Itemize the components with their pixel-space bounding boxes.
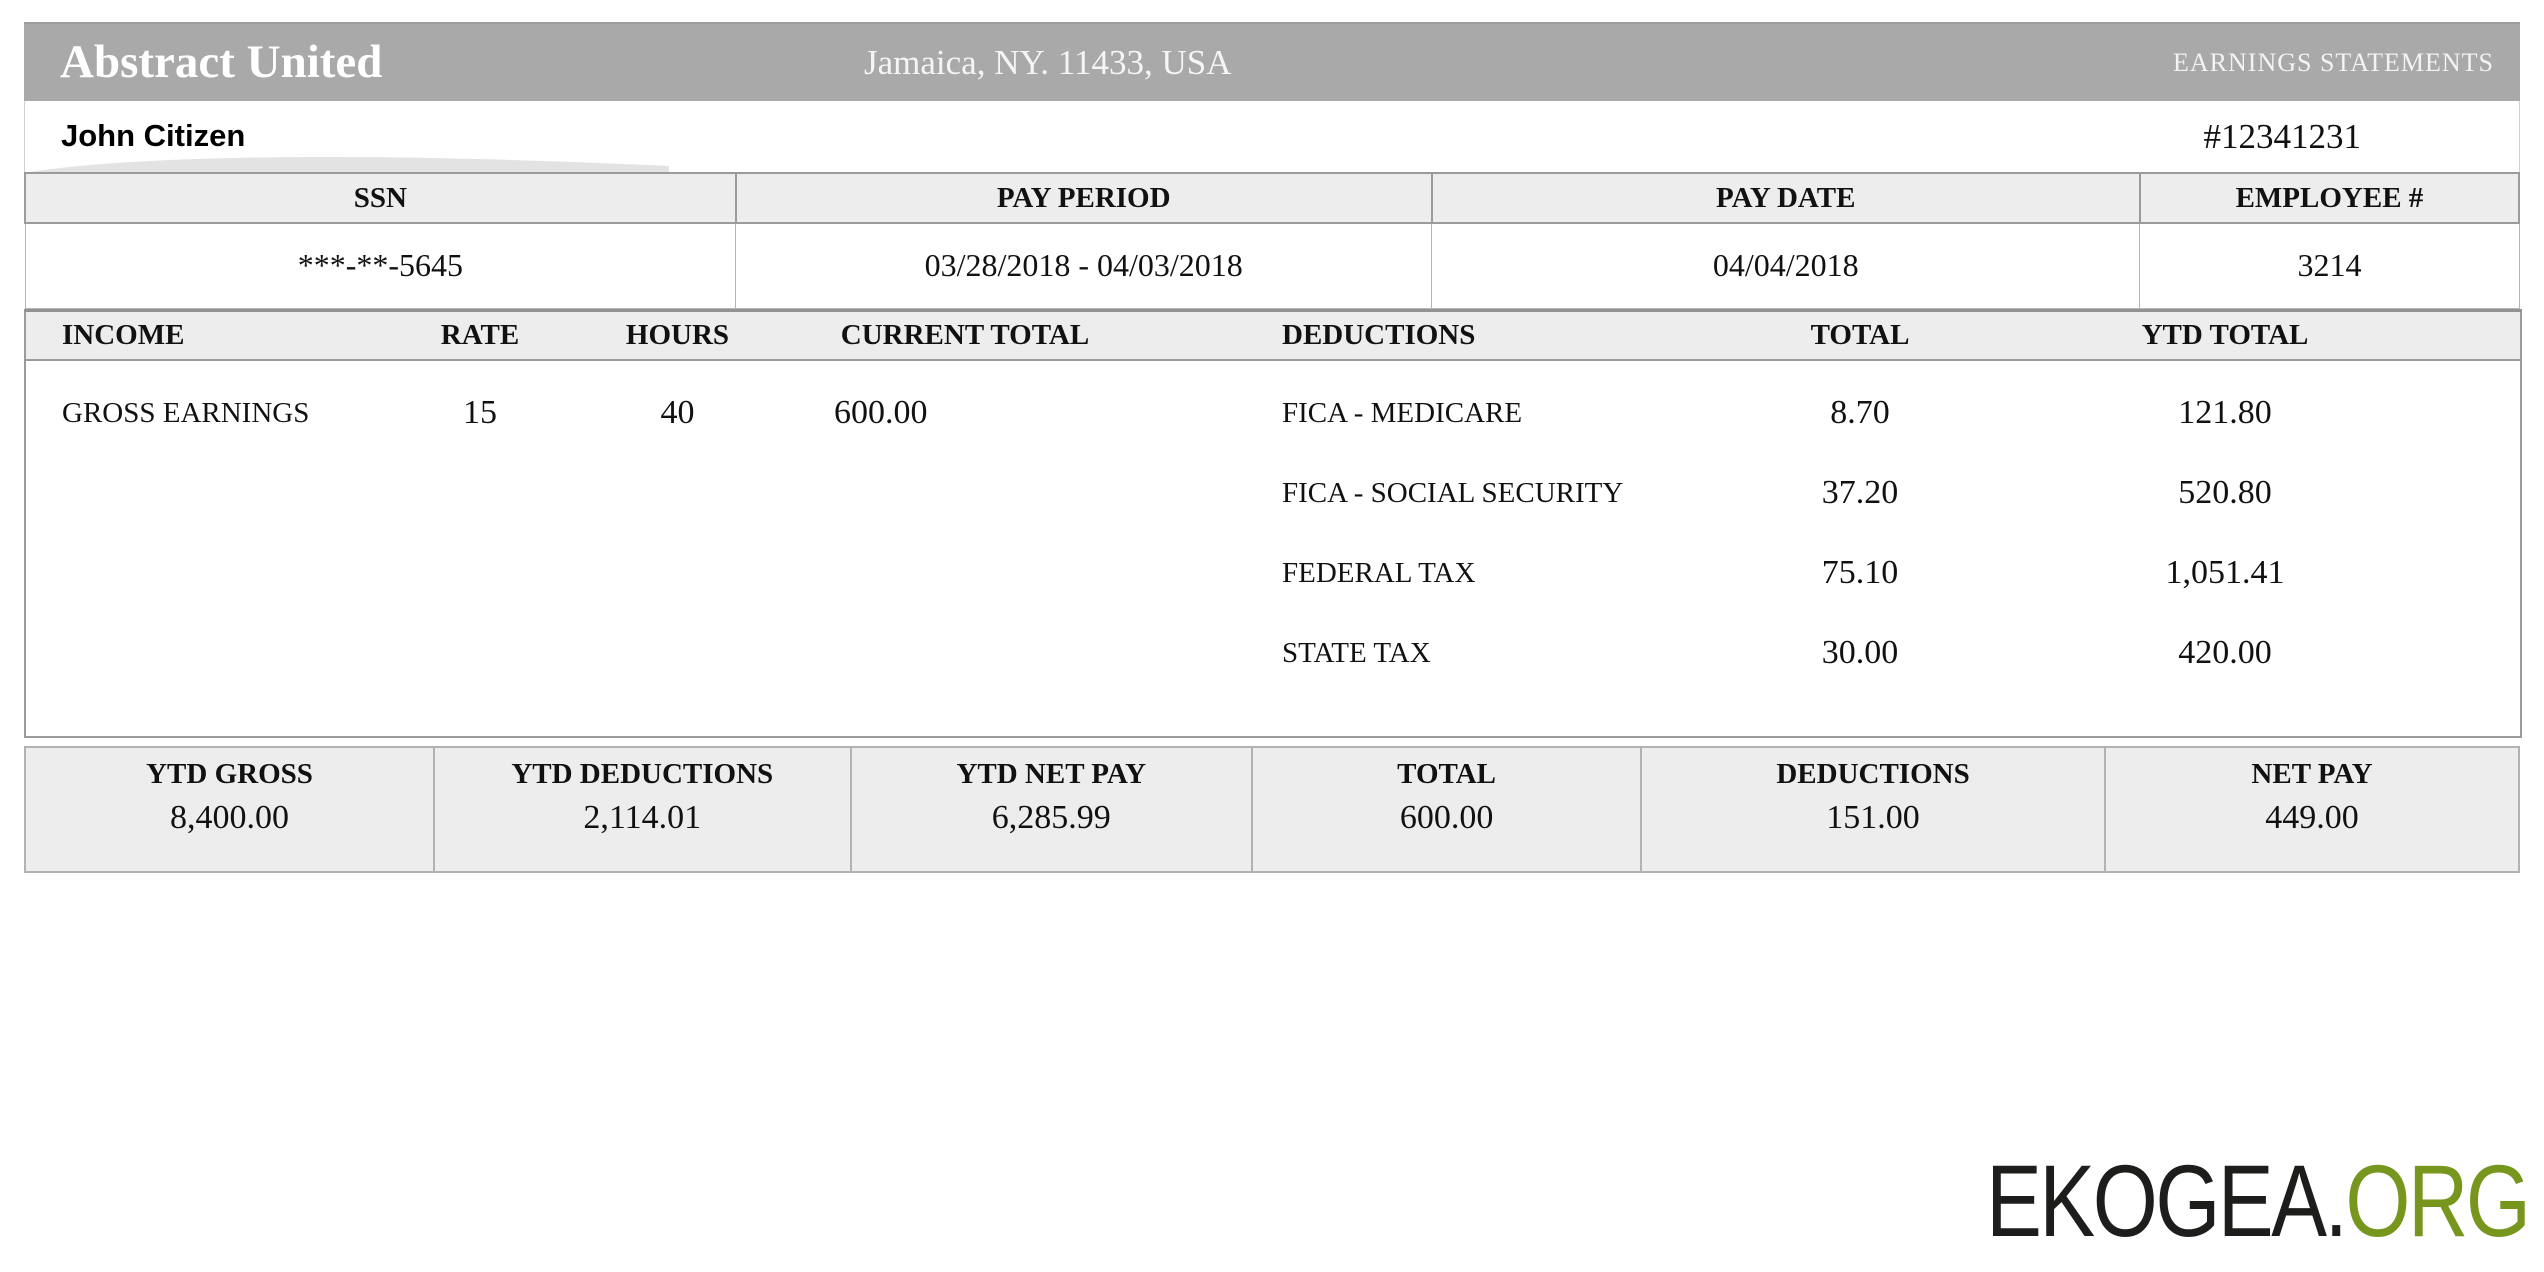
summary-table: YTD GROSS 8,400.00 YTD DEDUCTIONS 2,114.…: [23, 746, 2521, 873]
deduction-ytd: 520.80: [2015, 453, 2435, 533]
summary-cell-total: TOTAL 600.00: [1251, 746, 1643, 873]
pay-date-value: 04/04/2018: [1431, 222, 2141, 309]
statement-type-label: EARNINGS STATEMENTS: [2173, 48, 2494, 77]
total-label: TOTAL: [1397, 758, 1496, 790]
deduction-row: FEDERAL TAX 75.10 1,051.41: [25, 533, 2521, 613]
summary-cell-ytd-deductions: YTD DEDUCTIONS 2,114.01: [433, 746, 852, 873]
pay-period-header: PAY PERIOD: [734, 172, 1433, 224]
employee-name: John Citizen: [61, 118, 246, 153]
deduction-total: 37.20: [1705, 453, 2015, 533]
ytd-gross-label: YTD GROSS: [146, 758, 313, 790]
deduction-label: FICA - MEDICARE: [1280, 373, 1705, 453]
summary-cell-ytd-gross: YTD GROSS 8,400.00: [23, 746, 436, 873]
deduction-total: 8.70: [1705, 373, 2015, 453]
net-pay-value: 449.00: [2265, 799, 2359, 836]
total-value: 600.00: [1399, 799, 1494, 836]
current-total-value: 600.00: [790, 373, 1140, 453]
company-address: Jamaica, NY. 11433, USA: [864, 43, 1232, 82]
deduction-ytd: 1,051.41: [2015, 533, 2435, 613]
earnings-row: GROSS EARNINGS 15 40 600.00 FICA - MEDIC…: [25, 373, 2521, 453]
deduction-row: FICA - SOCIAL SECURITY 37.20 520.80: [25, 453, 2521, 533]
hours-value: 40: [565, 373, 790, 453]
ytd-deductions-value: 2,114.01: [583, 799, 702, 836]
current-total-header: CURRENT TOTAL: [790, 310, 1140, 361]
employee-number-header: EMPLOYEE #: [2138, 172, 2521, 224]
rate-value: 15: [395, 373, 565, 453]
pay-date-header: PAY DATE: [1430, 172, 2141, 224]
statement-number: #12341231: [2203, 117, 2362, 156]
header-spacer: [1140, 310, 1280, 361]
deduction-row: STATE TAX 30.00 420.00: [25, 613, 2521, 693]
deductions-value: 151.00: [1826, 799, 1920, 836]
deduction-label: FICA - SOCIAL SECURITY: [1280, 453, 1705, 533]
hours-header: HOURS: [565, 310, 790, 361]
company-name: Abstract United: [60, 36, 383, 88]
income-label: GROSS EARNINGS: [25, 373, 395, 453]
ytd-deductions-label: YTD DEDUCTIONS: [511, 758, 774, 790]
net-pay-label: NET PAY: [2251, 758, 2373, 790]
pay-period-value: 03/28/2018 - 04/03/2018: [735, 222, 1433, 309]
logo-ekogea-text: EKOGEA.: [1985, 1144, 2348, 1258]
statement-header-bar: Abstract United Jamaica, NY. 11433, USA …: [24, 22, 2520, 101]
ytd-gross-value: 8,400.00: [170, 799, 289, 836]
deduction-label: STATE TAX: [1280, 613, 1705, 693]
summary-cell-deductions: DEDUCTIONS 151.00: [1640, 746, 2106, 873]
deduction-ytd: 420.00: [2015, 613, 2435, 693]
summary-cell-ytd-net-pay: YTD NET PAY 6,285.99: [849, 746, 1254, 873]
deduction-ytd: 121.80: [2015, 373, 2435, 453]
pay-info-header-row: SSN PAY PERIOD PAY DATE EMPLOYEE #: [24, 172, 2521, 224]
ssn-value: ***-**-5645: [24, 222, 737, 309]
deductions-header: DEDUCTIONS: [1280, 310, 1705, 361]
ytd-net-pay-value: 6,285.99: [991, 799, 1111, 836]
income-deductions-header-row: INCOME RATE HOURS CURRENT TOTAL DEDUCTIO…: [25, 310, 2521, 361]
deduction-total: 30.00: [1705, 613, 2015, 693]
header-filler: [2435, 310, 2521, 361]
deduction-total: 75.10: [1705, 533, 2015, 613]
ytd-net-pay-label: YTD NET PAY: [956, 758, 1147, 790]
pay-info-table: SSN PAY PERIOD PAY DATE EMPLOYEE # ***-*…: [24, 172, 2521, 309]
ssn-header: SSN: [24, 172, 737, 224]
pay-info-value-row: ***-**-5645 03/28/2018 - 04/03/2018 04/0…: [24, 222, 2520, 309]
deductions-label: DEDUCTIONS: [1776, 758, 1970, 790]
deductions-ytd-total-header: YTD TOTAL: [2015, 310, 2435, 361]
summary-cell-net-pay: NET PAY 449.00: [2103, 746, 2521, 873]
deductions-total-header: TOTAL: [1705, 310, 2015, 361]
employee-row: John Citizen #12341231: [24, 101, 2520, 172]
income-header: INCOME: [25, 310, 395, 361]
earnings-statement: Abstract United Jamaica, NY. 11433, USA …: [23, 22, 2522, 873]
deduction-label: FEDERAL TAX: [1280, 533, 1705, 613]
logo-org-text: ORG: [2344, 1144, 2531, 1258]
brand-logo: EKOGEA.ORG: [1985, 1144, 2531, 1258]
rate-header: RATE: [395, 310, 565, 361]
summary-row: YTD GROSS 8,400.00 YTD DEDUCTIONS 2,114.…: [23, 746, 2521, 873]
income-deductions-table: INCOME RATE HOURS CURRENT TOTAL DEDUCTIO…: [24, 308, 2522, 738]
employee-number-value: 3214: [2139, 222, 2520, 309]
